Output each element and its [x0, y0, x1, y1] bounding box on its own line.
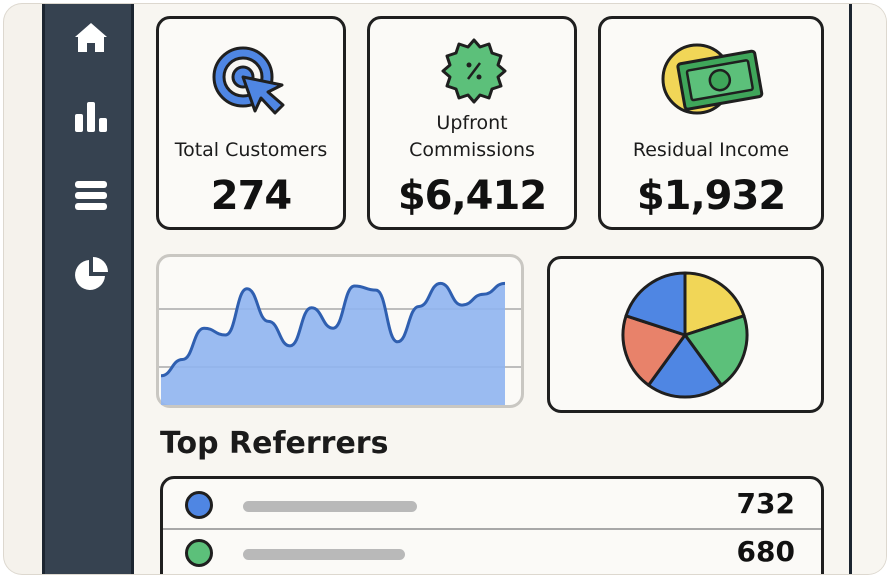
dashboard-window: Total Customers 274 Upfront Commissions … — [4, 4, 886, 574]
stat-card-residual-income[interactable]: Residual Income $1,932 — [598, 16, 824, 230]
area-chart-card — [156, 254, 524, 408]
stat-label-line-1: Upfront — [436, 112, 508, 134]
top-referrers-list: 732 680 — [160, 476, 824, 574]
referrer-count: 732 — [736, 487, 795, 520]
series-line — [160, 281, 506, 378]
placeholder-bar — [243, 501, 417, 512]
stat-value: 274 — [210, 173, 293, 219]
pie-slice — [621, 314, 687, 387]
list-item[interactable]: 680 — [163, 531, 821, 574]
pie-slice — [647, 333, 723, 399]
list-item[interactable]: 732 — [163, 483, 821, 529]
money-icon — [661, 43, 764, 115]
pie-chart — [621, 271, 749, 399]
pie-slice — [683, 314, 749, 387]
placeholder-bar — [243, 549, 405, 560]
section-title-top-referrers: Top Referrers — [160, 426, 389, 461]
target-cursor-icon — [212, 46, 285, 115]
percent-badge-icon — [441, 38, 507, 104]
stat-value: $1,932 — [636, 173, 786, 219]
pie-chart-icon[interactable] — [71, 254, 111, 294]
menu-icon[interactable] — [71, 176, 111, 216]
pie-chart-card — [547, 256, 824, 413]
referrer-count: 680 — [736, 535, 795, 568]
home-icon[interactable] — [71, 18, 111, 58]
referrer-color-dot — [185, 491, 213, 519]
area-fill — [161, 283, 505, 405]
right-edge — [849, 4, 886, 574]
pie-slice — [624, 271, 687, 337]
stat-card-total-customers[interactable]: Total Customers 274 — [156, 16, 346, 230]
referrer-color-dot — [185, 539, 213, 567]
area-chart — [159, 281, 521, 405]
stat-card-upfront-commissions[interactable]: Upfront Commissions $6,412 — [367, 16, 577, 230]
stat-label: Total Customers — [174, 139, 328, 161]
row-divider — [163, 528, 821, 530]
sidebar — [42, 4, 134, 574]
bar-chart-icon[interactable] — [71, 96, 111, 136]
stat-value: $6,412 — [397, 173, 547, 219]
stat-label: Residual Income — [632, 139, 790, 161]
stat-label-line-2: Commissions — [409, 139, 535, 161]
